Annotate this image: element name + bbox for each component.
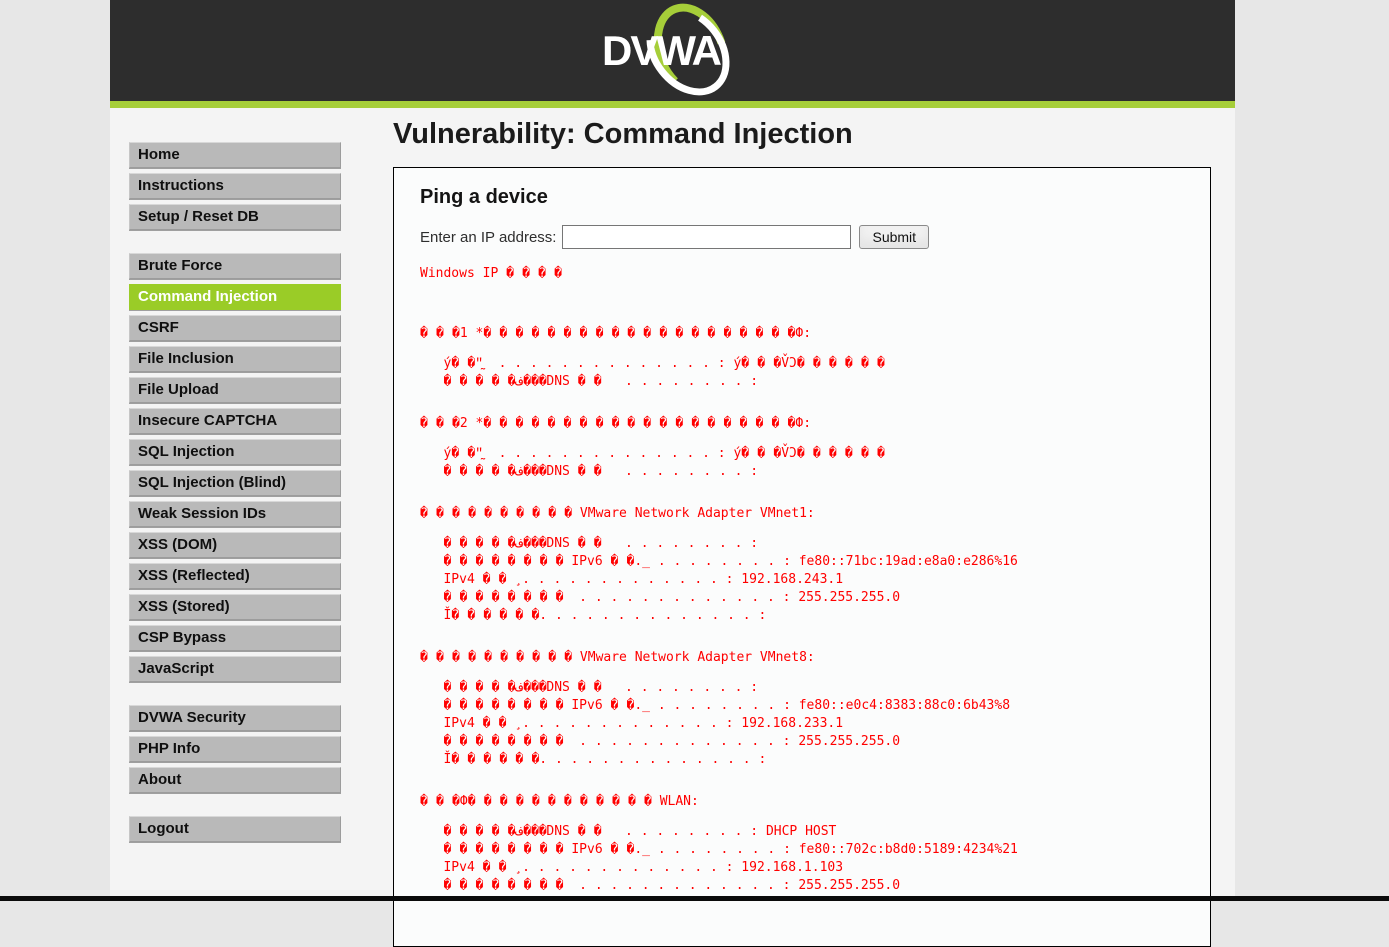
sidebar-item-sql-injection[interactable]: SQL Injection xyxy=(129,439,341,465)
page-header: DVWA xyxy=(110,0,1235,101)
sidebar-item-logout[interactable]: Logout xyxy=(129,816,341,842)
sidebar-group-vulnerabilities: Brute Force Command Injection CSRF File … xyxy=(129,253,341,682)
sidebar-group-meta: DVWA Security PHP Info About xyxy=(129,705,341,793)
app-container: DVWA Home Instructions Setup / Reset DB … xyxy=(110,0,1235,947)
ip-address-input[interactable] xyxy=(562,225,852,249)
sidebar-item-xss-reflected[interactable]: XSS (Reflected) xyxy=(129,563,341,589)
sidebar-item-about[interactable]: About xyxy=(129,767,341,793)
submit-button[interactable]: Submit xyxy=(859,225,930,249)
page-title: Vulnerability: Command Injection xyxy=(393,118,853,150)
box-title: Ping a device xyxy=(420,186,548,208)
sidebar-item-xss-dom[interactable]: XSS (DOM) xyxy=(129,532,341,558)
sidebar-item-javascript[interactable]: JavaScript xyxy=(129,656,341,682)
sidebar-item-file-inclusion[interactable]: File Inclusion xyxy=(129,346,341,372)
dvwa-logo-text: DVWA xyxy=(602,27,722,74)
vulnerability-box: Ping a device Enter an IP address: Submi… xyxy=(393,167,1211,947)
sidebar-nav: Home Instructions Setup / Reset DB Brute… xyxy=(129,142,341,865)
sidebar-item-dvwa-security[interactable]: DVWA Security xyxy=(129,705,341,731)
command-output: Windows IP ���� ���1 *��������� ��������… xyxy=(420,266,1018,893)
bottom-edge-strip xyxy=(0,896,1389,901)
dvwa-logo-swoosh-icon: DVWA xyxy=(602,3,729,97)
sidebar-item-setup-reset-db[interactable]: Setup / Reset DB xyxy=(129,204,341,230)
sidebar-item-file-upload[interactable]: File Upload xyxy=(129,377,341,403)
sidebar-item-command-injection[interactable]: Command Injection xyxy=(129,284,341,310)
sidebar-item-php-info[interactable]: PHP Info xyxy=(129,736,341,762)
sidebar-group-general: Home Instructions Setup / Reset DB xyxy=(129,142,341,230)
sidebar-item-weak-session-ids[interactable]: Weak Session IDs xyxy=(129,501,341,527)
accent-bar xyxy=(110,101,1235,108)
sidebar-item-instructions[interactable]: Instructions xyxy=(129,173,341,199)
sidebar-item-home[interactable]: Home xyxy=(129,142,341,168)
main-content: Vulnerability: Command Injection Ping a … xyxy=(393,118,1211,947)
sidebar-item-brute-force[interactable]: Brute Force xyxy=(129,253,341,279)
sidebar-item-xss-stored[interactable]: XSS (Stored) xyxy=(129,594,341,620)
sidebar-item-insecure-captcha[interactable]: Insecure CAPTCHA xyxy=(129,408,341,434)
ip-address-label: Enter an IP address: xyxy=(420,228,557,246)
sidebar-item-sql-injection-blind[interactable]: SQL Injection (Blind) xyxy=(129,470,341,496)
sidebar-item-csrf[interactable]: CSRF xyxy=(129,315,341,341)
dvwa-logo: DVWA xyxy=(588,3,758,104)
ping-form: Enter an IP address: Submit xyxy=(420,225,1200,249)
sidebar-item-csp-bypass[interactable]: CSP Bypass xyxy=(129,625,341,651)
sidebar-group-session: Logout xyxy=(129,816,341,842)
